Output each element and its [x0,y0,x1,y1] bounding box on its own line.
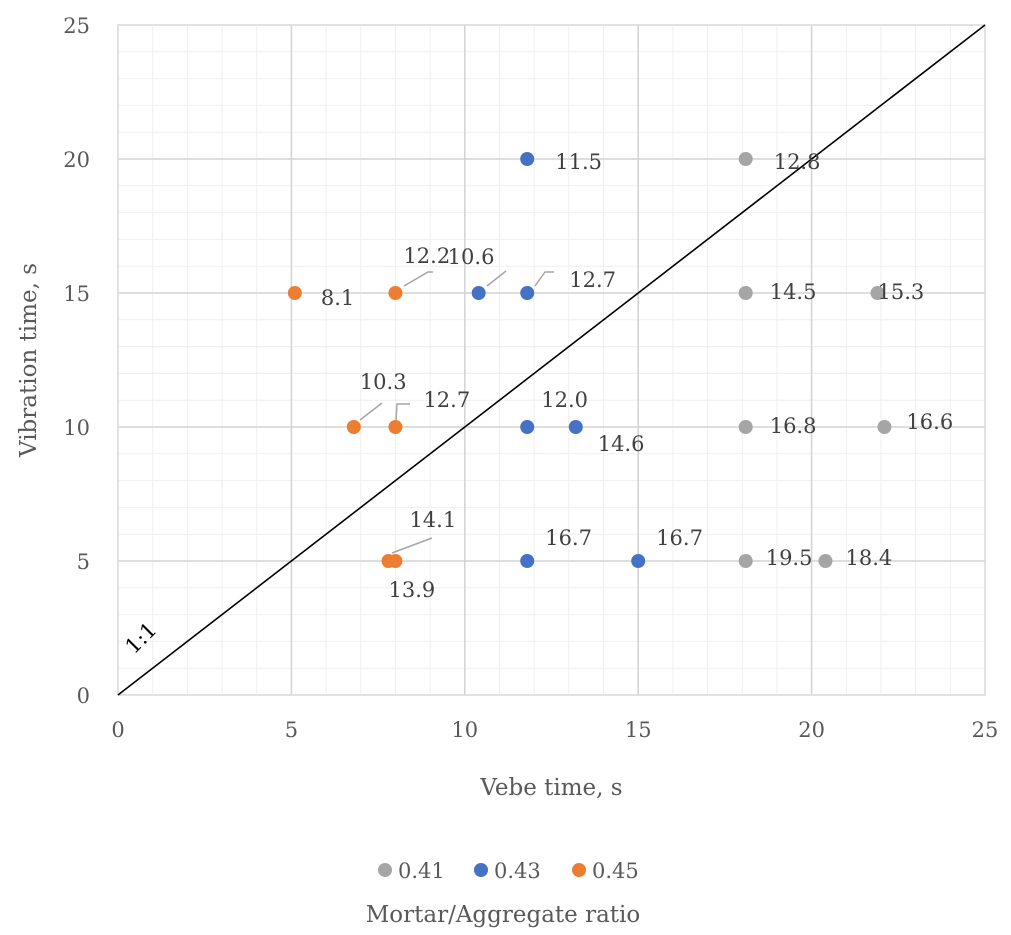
data-label: 12.0 [541,388,588,412]
data-point [877,420,891,434]
x-tick-label: 10 [451,718,478,742]
data-label: 15.3 [877,280,924,304]
data-label: 10.3 [360,370,407,394]
y-axis-ticks: 0 5 10 15 20 25 [63,14,90,708]
data-point [631,554,645,568]
leader-line [360,403,382,420]
data-label: 16.6 [906,410,953,434]
one-to-one-line [118,25,985,695]
leader-line [487,271,506,286]
data-point [739,152,753,166]
data-label: 14.5 [770,280,817,304]
legend-marker [572,863,586,877]
data-label: 12.7 [569,268,616,292]
data-point [818,554,832,568]
y-tick-label: 0 [77,684,90,708]
data-label: 16.7 [656,526,703,550]
data-point [520,286,534,300]
data-label: 19.5 [766,546,813,570]
legend-entry-label: 0.41 [398,859,445,883]
leader-line [535,272,554,286]
leader-line [404,272,433,286]
data-label: 16.7 [545,526,592,550]
y-tick-label: 25 [63,14,90,38]
x-axis-ticks: 0 5 10 15 20 25 [111,718,998,742]
data-point [388,554,402,568]
y-tick-label: 15 [63,282,90,306]
legend-marker [474,863,488,877]
x-axis-title: Vebe time, s [479,775,622,801]
legend-entry-label: 0.45 [592,859,639,883]
data-label: 13.9 [389,578,436,602]
x-tick-label: 0 [111,718,124,742]
legend-marker [378,863,392,877]
leader-line [396,404,410,420]
data-label: 12.7 [423,388,470,412]
data-point [388,420,402,434]
data-label: 10.6 [448,245,495,269]
leader-line [392,538,432,553]
x-tick-label: 5 [285,718,298,742]
data-label: 18.4 [845,546,892,570]
data-point [520,554,534,568]
label-leader-lines [360,271,554,553]
data-label: 12.2 [403,244,450,268]
data-label: 8.1 [321,286,354,310]
data-label: 12.8 [774,150,821,174]
y-axis-title: Vibration time, s [16,263,42,458]
data-label: 16.8 [770,414,817,438]
x-tick-label: 15 [625,718,652,742]
data-point [739,286,753,300]
data-label: 14.6 [598,432,645,456]
data-point [739,420,753,434]
data-point [347,420,361,434]
data-label: 11.5 [555,150,602,174]
x-tick-label: 20 [798,718,825,742]
y-tick-label: 20 [63,148,90,172]
data-point [739,554,753,568]
legend-entry-label: 0.43 [494,859,541,883]
data-point [472,286,486,300]
data-points [288,152,892,568]
data-label: 14.1 [409,508,456,532]
data-point [288,286,302,300]
y-tick-label: 10 [63,416,90,440]
one-to-one-label: 1:1 [121,618,162,659]
x-tick-label: 25 [972,718,999,742]
data-point [569,420,583,434]
legend-title: Mortar/Aggregate ratio [366,902,641,928]
legend: 0.41 0.43 0.45 [378,859,639,883]
y-tick-label: 5 [77,550,90,574]
data-point [520,152,534,166]
data-point [388,286,402,300]
data-point [520,420,534,434]
